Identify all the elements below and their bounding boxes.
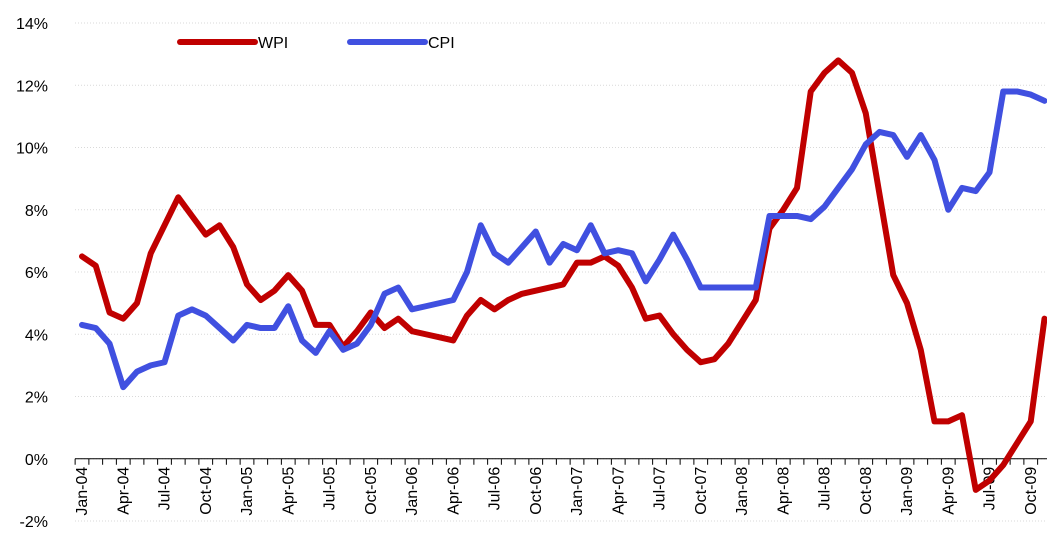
y-tick-label: 10% [16, 141, 48, 158]
y-tick-label: 4% [25, 327, 48, 344]
legend-label: WPI [258, 35, 288, 52]
y-tick-label: 6% [25, 265, 48, 282]
x-tick-label: Apr-08 [775, 467, 792, 515]
series-line [79, 88, 1047, 391]
x-tick-label: Jan-04 [74, 467, 91, 516]
x-tick-label: Jul-07 [652, 467, 669, 511]
x-tick-label: Jan-06 [404, 467, 421, 516]
x-tick-label: Apr-09 [940, 467, 957, 515]
x-tick-label: Apr-07 [610, 467, 627, 515]
y-tick-label: 12% [16, 78, 48, 95]
x-tick-label: Jan-08 [734, 467, 751, 516]
x-tick-label: Oct-08 [858, 467, 875, 515]
x-tick-label: Oct-05 [363, 467, 380, 515]
y-tick-label: 2% [25, 390, 48, 407]
x-tick-label: Jul-08 [817, 467, 834, 511]
x-tick-label: Jan-07 [569, 467, 586, 516]
x-tick-label: Jan-09 [899, 467, 916, 516]
x-tick-label: Oct-06 [528, 467, 545, 515]
legend-label: CPI [428, 35, 455, 52]
y-tick-label: -2% [20, 514, 48, 531]
x-tick-label: Jan-05 [239, 467, 256, 516]
x-tick-label: Apr-06 [445, 467, 462, 515]
y-tick-label: 8% [25, 203, 48, 220]
x-tick-label: Oct-07 [693, 467, 710, 515]
x-tick-label: Jul-04 [157, 467, 174, 511]
y-tick-label: 0% [25, 452, 48, 469]
x-tick-label: Jul-05 [322, 467, 339, 511]
series-line [79, 57, 1047, 493]
x-tick-label: Oct-09 [1023, 467, 1040, 515]
x-tick-label: Apr-04 [115, 467, 132, 515]
y-tick-label: 14% [16, 16, 48, 33]
x-tick-label: Oct-04 [198, 467, 215, 515]
x-tick-label: Apr-05 [280, 467, 297, 515]
x-tick-label: Jul-06 [487, 467, 504, 511]
legend: WPI CPI [170, 28, 460, 56]
